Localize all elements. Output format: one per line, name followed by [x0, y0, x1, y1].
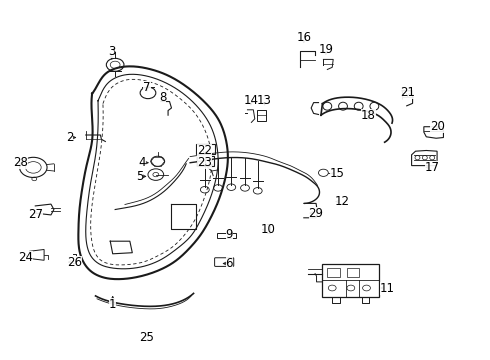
Text: 16: 16 — [296, 31, 311, 44]
Bar — [257, 110, 266, 121]
Text: 1: 1 — [109, 298, 117, 311]
Bar — [347, 268, 359, 277]
Text: 4: 4 — [138, 156, 146, 169]
Text: 3: 3 — [108, 45, 116, 58]
Bar — [322, 264, 379, 297]
Text: 17: 17 — [425, 161, 440, 174]
Text: 29: 29 — [309, 207, 323, 220]
Text: 9: 9 — [225, 228, 233, 240]
Bar — [196, 144, 215, 154]
Text: 28: 28 — [13, 156, 28, 169]
Text: 13: 13 — [257, 94, 272, 107]
Text: 14: 14 — [244, 94, 258, 107]
Bar — [327, 268, 340, 277]
Text: 6: 6 — [225, 257, 233, 270]
Text: 5: 5 — [136, 170, 144, 183]
Text: 18: 18 — [361, 109, 376, 122]
Text: 21: 21 — [400, 86, 415, 99]
Text: 11: 11 — [380, 282, 394, 294]
Text: 12: 12 — [335, 195, 349, 208]
Text: 20: 20 — [430, 120, 444, 132]
Text: 2: 2 — [66, 131, 74, 144]
Text: 7: 7 — [143, 81, 151, 94]
Text: 23: 23 — [197, 156, 212, 169]
Text: 15: 15 — [330, 167, 344, 180]
Text: 26: 26 — [67, 256, 82, 269]
Text: 19: 19 — [318, 43, 333, 56]
Text: 8: 8 — [159, 91, 167, 104]
Text: 27: 27 — [28, 208, 43, 221]
Text: 24: 24 — [18, 251, 33, 264]
Text: 25: 25 — [140, 331, 154, 344]
Text: 22: 22 — [197, 144, 212, 157]
Text: 10: 10 — [261, 223, 276, 236]
Bar — [217, 233, 236, 238]
Bar — [197, 156, 214, 166]
